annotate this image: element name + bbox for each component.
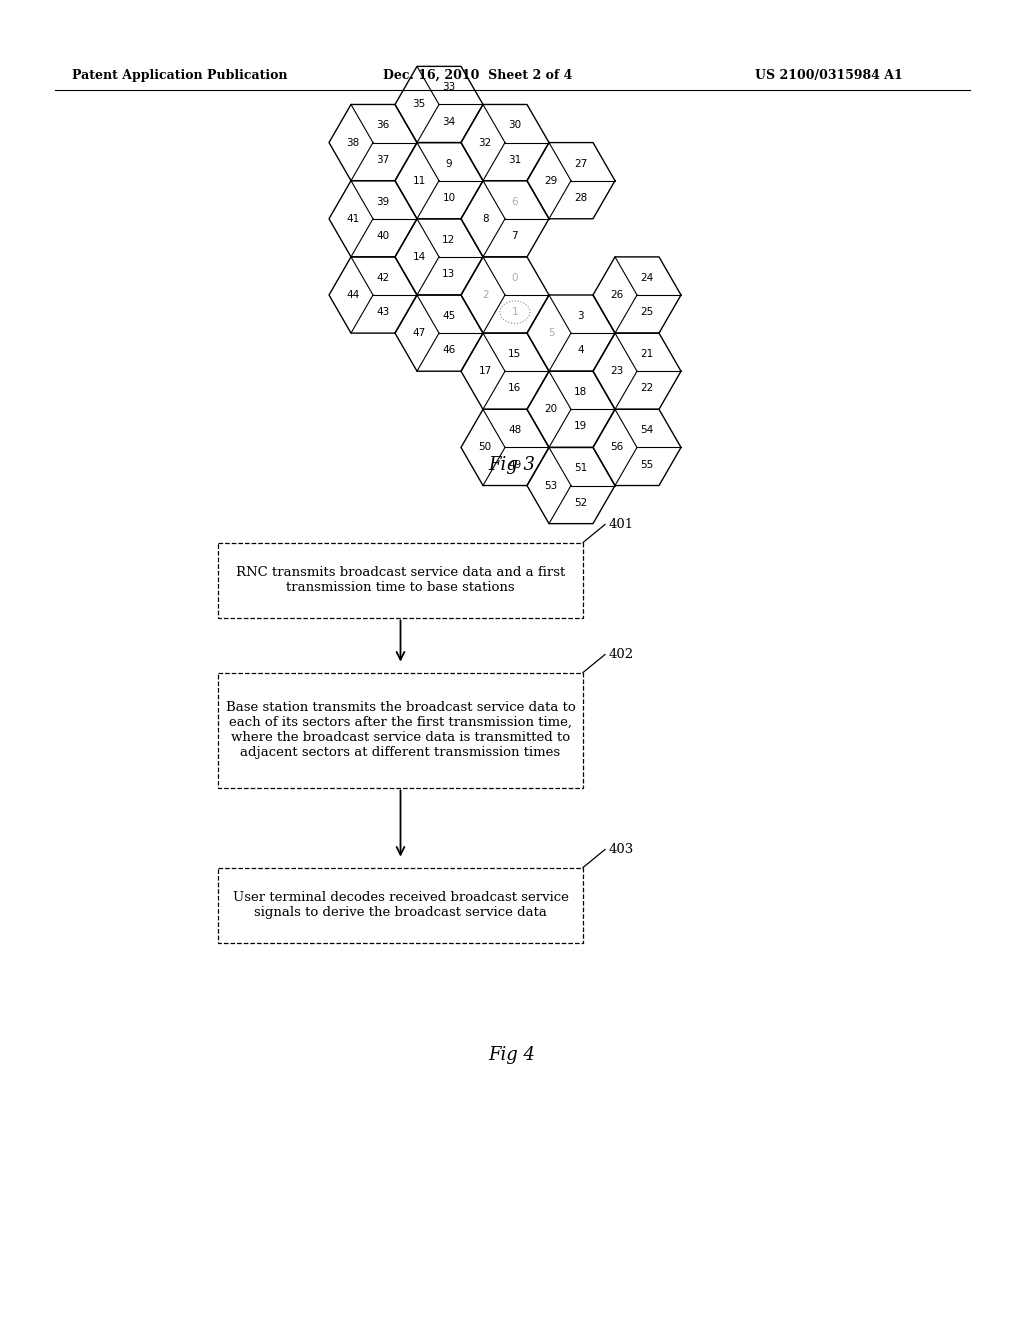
- Text: 45: 45: [442, 312, 456, 321]
- Text: Fig 3: Fig 3: [488, 455, 536, 474]
- Text: 9: 9: [445, 158, 453, 169]
- Text: 55: 55: [640, 459, 653, 470]
- Text: 34: 34: [442, 116, 456, 127]
- Text: 4: 4: [578, 346, 585, 355]
- Text: 402: 402: [609, 648, 634, 661]
- Text: Dec. 16, 2010  Sheet 2 of 4: Dec. 16, 2010 Sheet 2 of 4: [383, 69, 572, 82]
- Text: 6: 6: [512, 197, 518, 207]
- Text: 48: 48: [508, 425, 521, 436]
- Text: 8: 8: [482, 214, 488, 224]
- Text: 1: 1: [512, 308, 518, 317]
- Text: Base station transmits the broadcast service data to
each of its sectors after t: Base station transmits the broadcast ser…: [225, 701, 575, 759]
- Text: 18: 18: [574, 387, 588, 397]
- Text: 53: 53: [545, 480, 558, 491]
- Text: 25: 25: [640, 308, 653, 317]
- Text: 20: 20: [545, 404, 558, 414]
- Text: 36: 36: [376, 120, 389, 131]
- Text: 19: 19: [574, 421, 588, 432]
- Text: 13: 13: [442, 269, 456, 279]
- Text: 14: 14: [413, 252, 426, 261]
- Text: 27: 27: [574, 158, 588, 169]
- Text: 40: 40: [377, 231, 389, 242]
- Text: 39: 39: [376, 197, 389, 207]
- Text: 26: 26: [610, 290, 624, 300]
- Text: 38: 38: [346, 137, 359, 148]
- Text: 31: 31: [508, 154, 521, 165]
- Text: 10: 10: [442, 193, 456, 203]
- Text: 0: 0: [512, 273, 518, 282]
- Text: 12: 12: [442, 235, 456, 244]
- Text: 50: 50: [478, 442, 492, 453]
- Text: Fig 4: Fig 4: [488, 1045, 536, 1064]
- Text: 23: 23: [610, 366, 624, 376]
- Text: 43: 43: [376, 308, 389, 317]
- Text: 29: 29: [545, 176, 558, 186]
- Text: 33: 33: [442, 82, 456, 92]
- Text: 11: 11: [413, 176, 426, 186]
- Text: 17: 17: [478, 366, 492, 376]
- Text: US 2100/0315984 A1: US 2100/0315984 A1: [755, 69, 903, 82]
- Text: 41: 41: [346, 214, 359, 224]
- Text: 3: 3: [578, 312, 585, 321]
- Text: 42: 42: [376, 273, 389, 282]
- Text: 35: 35: [413, 99, 426, 110]
- Bar: [218, 867, 583, 942]
- Text: 56: 56: [610, 442, 624, 453]
- Text: 47: 47: [413, 329, 426, 338]
- Text: 21: 21: [640, 348, 653, 359]
- Text: 403: 403: [609, 843, 634, 855]
- Text: 24: 24: [640, 273, 653, 282]
- Text: 22: 22: [640, 383, 653, 393]
- Text: 37: 37: [376, 154, 389, 165]
- Text: 44: 44: [346, 290, 359, 300]
- Text: 15: 15: [508, 348, 521, 359]
- Text: 46: 46: [442, 346, 456, 355]
- Bar: [218, 672, 583, 788]
- Text: 49: 49: [508, 459, 521, 470]
- Text: 7: 7: [512, 231, 518, 242]
- Text: 16: 16: [508, 383, 521, 393]
- Text: 2: 2: [482, 290, 488, 300]
- Text: Patent Application Publication: Patent Application Publication: [72, 69, 288, 82]
- Bar: [218, 543, 583, 618]
- Text: 32: 32: [478, 137, 492, 148]
- Text: 54: 54: [640, 425, 653, 436]
- Text: 51: 51: [574, 463, 588, 474]
- Text: 52: 52: [574, 498, 588, 508]
- Text: 5: 5: [548, 329, 555, 338]
- Text: 401: 401: [609, 517, 634, 531]
- Text: 28: 28: [574, 193, 588, 203]
- Text: 30: 30: [508, 120, 521, 131]
- Text: User terminal decodes received broadcast service
signals to derive the broadcast: User terminal decodes received broadcast…: [232, 891, 568, 919]
- Text: RNC transmits broadcast service data and a first
transmission time to base stati: RNC transmits broadcast service data and…: [236, 566, 565, 594]
